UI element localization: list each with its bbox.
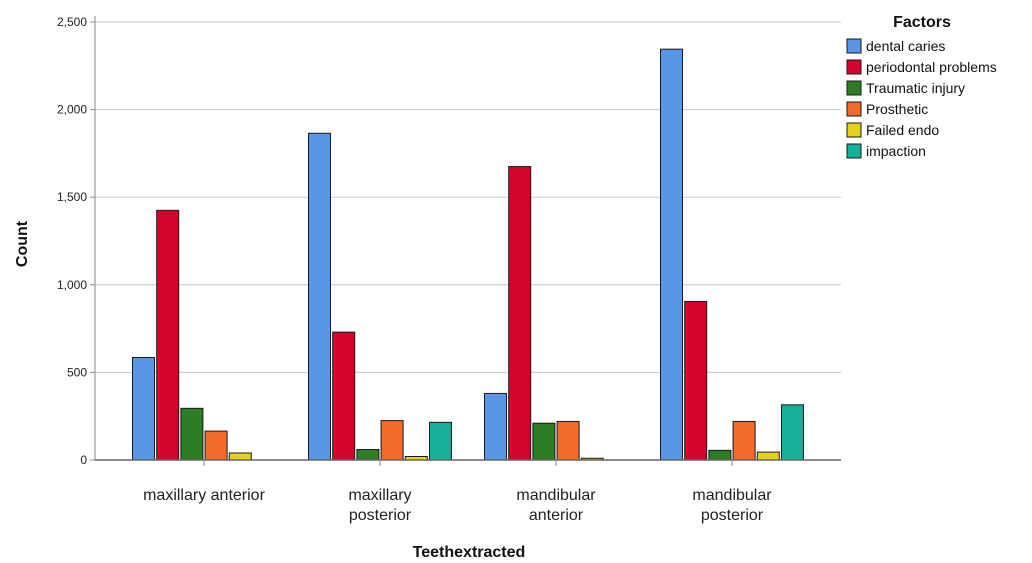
bar-periodontal-problems <box>332 331 356 461</box>
y-tick-label: 500 <box>67 365 87 379</box>
legend-label: Prosthetic <box>866 101 928 117</box>
legend-swatch <box>846 59 862 75</box>
legend-swatch <box>846 122 862 138</box>
y-axis-title: Count <box>14 220 31 267</box>
y-tick-label: 2,500 <box>57 15 87 29</box>
legend-label: Failed endo <box>866 122 939 138</box>
bar-dental-caries <box>308 132 331 461</box>
bar-prosthetic <box>732 420 756 461</box>
bar-impaction <box>429 421 452 461</box>
bar-traumatic-injury <box>708 449 732 461</box>
bar-periodontal-problems <box>508 166 532 461</box>
bar-prosthetic <box>380 420 404 461</box>
x-tick-label: mandibular anterior <box>516 487 596 524</box>
y-tick-label: 0 <box>80 453 87 467</box>
legend-label: dental caries <box>866 38 945 54</box>
bar-periodontal-problems <box>684 300 708 461</box>
y-tick-label: 1,500 <box>57 190 87 204</box>
legend-title: Factors <box>893 14 951 31</box>
x-tick-label: mandibular posterior <box>692 487 772 524</box>
bar-impaction <box>781 404 804 461</box>
legend-swatch <box>846 38 862 54</box>
bar-dental-caries <box>484 392 507 461</box>
bar-dental-caries <box>132 357 155 461</box>
x-tick-label: maxillary posterior <box>348 487 411 524</box>
axes: 0 500 1,000 1,500 2,000 2,500 maxillary anteri… <box>57 15 841 524</box>
bar-prosthetic <box>204 430 228 461</box>
x-axis-title: Teethextracted <box>413 544 526 561</box>
legend-label: periodontal problems <box>866 59 997 75</box>
bar-failed-endo <box>228 452 252 461</box>
legend-swatch <box>846 143 862 159</box>
legend-label: impaction <box>866 143 926 159</box>
legend-label: Traumatic injury <box>866 80 965 96</box>
bar-failed-endo <box>756 451 780 461</box>
bars <box>132 48 804 461</box>
bar-dental-caries <box>660 48 683 461</box>
bar-traumatic-injury <box>180 407 204 461</box>
gridlines <box>95 21 841 373</box>
bar-traumatic-injury <box>356 448 380 461</box>
legend-swatch <box>846 80 862 96</box>
y-tick-label: 1,000 <box>57 278 87 292</box>
legend-swatch <box>846 101 862 117</box>
x-tick-label: maxillary anterior <box>143 487 265 504</box>
bar-periodontal-problems <box>156 209 180 461</box>
legend: dental caries periodontal problems Traumat… <box>846 38 997 159</box>
y-tick-label: 2,000 <box>57 103 87 117</box>
bar-prosthetic <box>556 420 580 461</box>
bar-traumatic-injury <box>532 422 556 461</box>
